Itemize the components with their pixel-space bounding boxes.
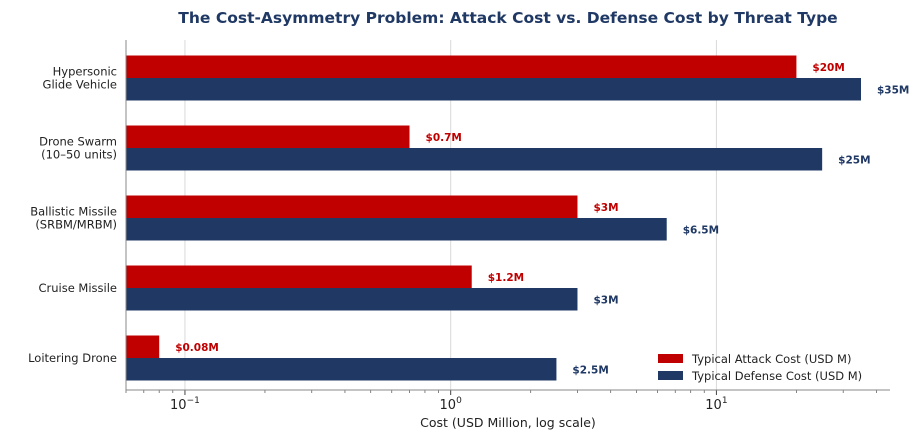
legend-label-attack: Typical Attack Cost (USD M) <box>691 352 851 366</box>
category-label: (SRBM/MRBM) <box>35 218 117 232</box>
category-label: Ballistic Missile <box>30 205 117 219</box>
defense-cost-bar <box>126 218 667 241</box>
x-tick-label: 100 <box>440 396 463 413</box>
bars: $20M $35M $0.7M $25M $3M $6.5M $1.2M $3M $0.08M $… <box>126 55 909 381</box>
attack-cost-label: $1.2M <box>488 272 524 284</box>
category-label: Loitering Drone <box>28 351 117 365</box>
attack-cost-bar <box>126 195 578 218</box>
attack-cost-label: $3M <box>593 202 618 214</box>
category-label: (10–50 units) <box>41 148 117 162</box>
attack-cost-bar <box>126 265 472 288</box>
defense-cost-label: $3M <box>593 294 618 306</box>
defense-cost-bar <box>126 78 861 101</box>
defense-cost-bar <box>126 358 557 381</box>
category-label: Drone Swarm <box>39 135 117 149</box>
attack-cost-label: $0.7M <box>426 132 462 144</box>
defense-cost-label: $25M <box>838 154 870 166</box>
x-ticks: 10−1 100 101 <box>170 396 728 413</box>
legend-label-defense: Typical Defense Cost (USD M) <box>691 369 862 383</box>
category-label: Glide Vehicle <box>43 78 117 92</box>
category-label: Cruise Missile <box>38 281 117 295</box>
legend-swatch-defense <box>658 371 683 380</box>
x-tick-label: 10−1 <box>170 396 200 413</box>
attack-cost-bar <box>126 125 410 148</box>
attack-cost-bar <box>126 55 797 78</box>
defense-cost-bar <box>126 148 823 171</box>
x-tick-label: 101 <box>705 396 727 413</box>
attack-cost-bar <box>126 335 160 358</box>
defense-cost-label: $6.5M <box>683 224 719 236</box>
legend-swatch-attack <box>658 354 683 363</box>
x-axis-label: Cost (USD Million, log scale) <box>420 415 596 430</box>
defense-cost-label: $2.5M <box>572 364 608 376</box>
defense-cost-label: $35M <box>877 84 909 96</box>
axes <box>125 40 890 395</box>
chart-title: The Cost-Asymmetry Problem: Attack Cost … <box>178 9 837 27</box>
legend: Typical Attack Cost (USD M) Typical Defen… <box>658 352 862 383</box>
attack-cost-label: $20M <box>812 62 844 74</box>
category-label: Hypersonic <box>53 65 117 79</box>
defense-cost-bar <box>126 288 578 311</box>
attack-cost-label: $0.08M <box>175 342 219 354</box>
